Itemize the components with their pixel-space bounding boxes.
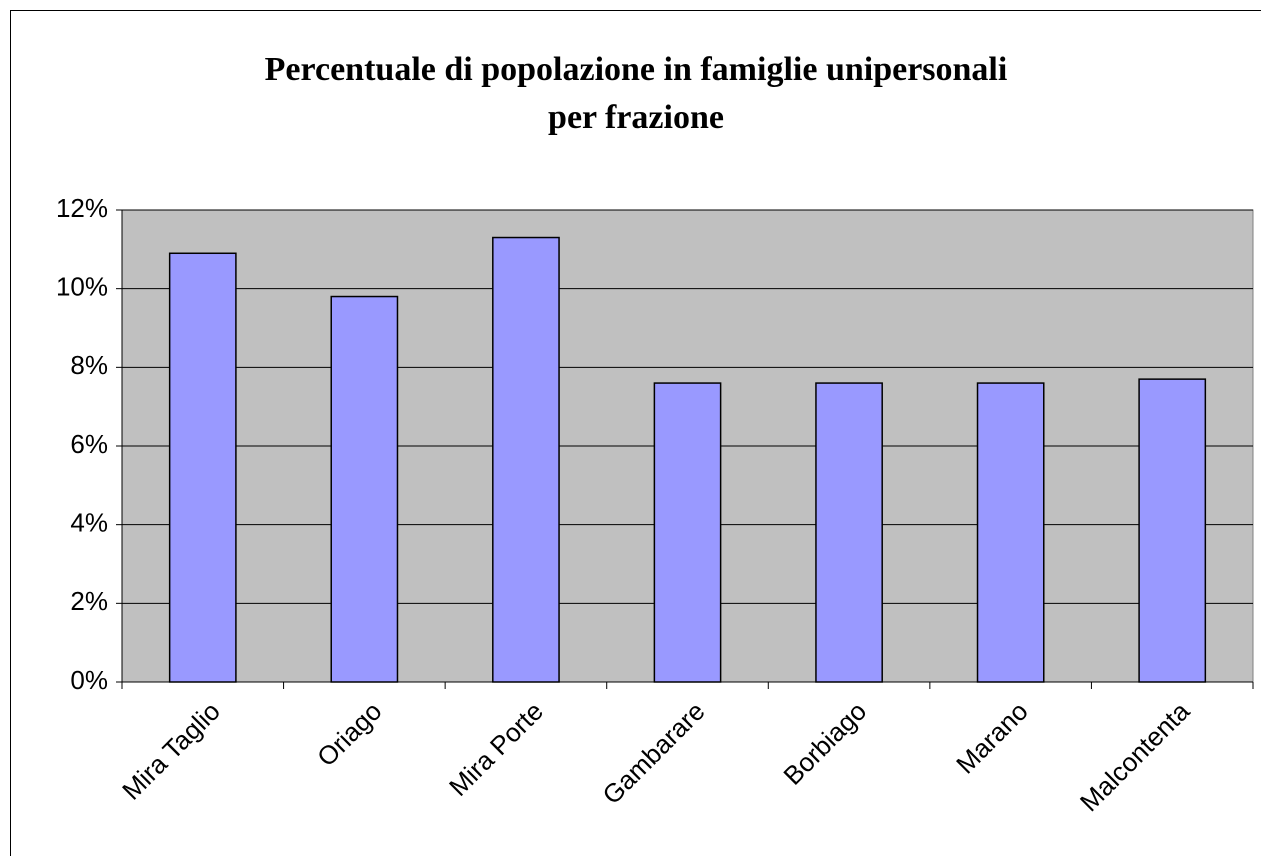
- y-tick-label: 6%: [70, 429, 108, 459]
- y-tick-label: 0%: [70, 665, 108, 695]
- chart-title: per frazione: [548, 99, 724, 136]
- y-tick-label: 10%: [56, 272, 108, 302]
- y-tick-label: 12%: [56, 193, 108, 223]
- bar: [976, 382, 1045, 683]
- bar: [1138, 378, 1207, 683]
- bar: [330, 295, 399, 683]
- y-tick-label: 4%: [70, 508, 108, 538]
- y-tick-label: 8%: [70, 350, 108, 380]
- chart-title: Percentuale di popolazione in famiglie u…: [265, 51, 1008, 88]
- bar: [815, 382, 883, 683]
- bar: [492, 236, 560, 683]
- bar: [168, 252, 237, 683]
- bar: [653, 382, 722, 683]
- y-tick-label: 2%: [70, 586, 108, 616]
